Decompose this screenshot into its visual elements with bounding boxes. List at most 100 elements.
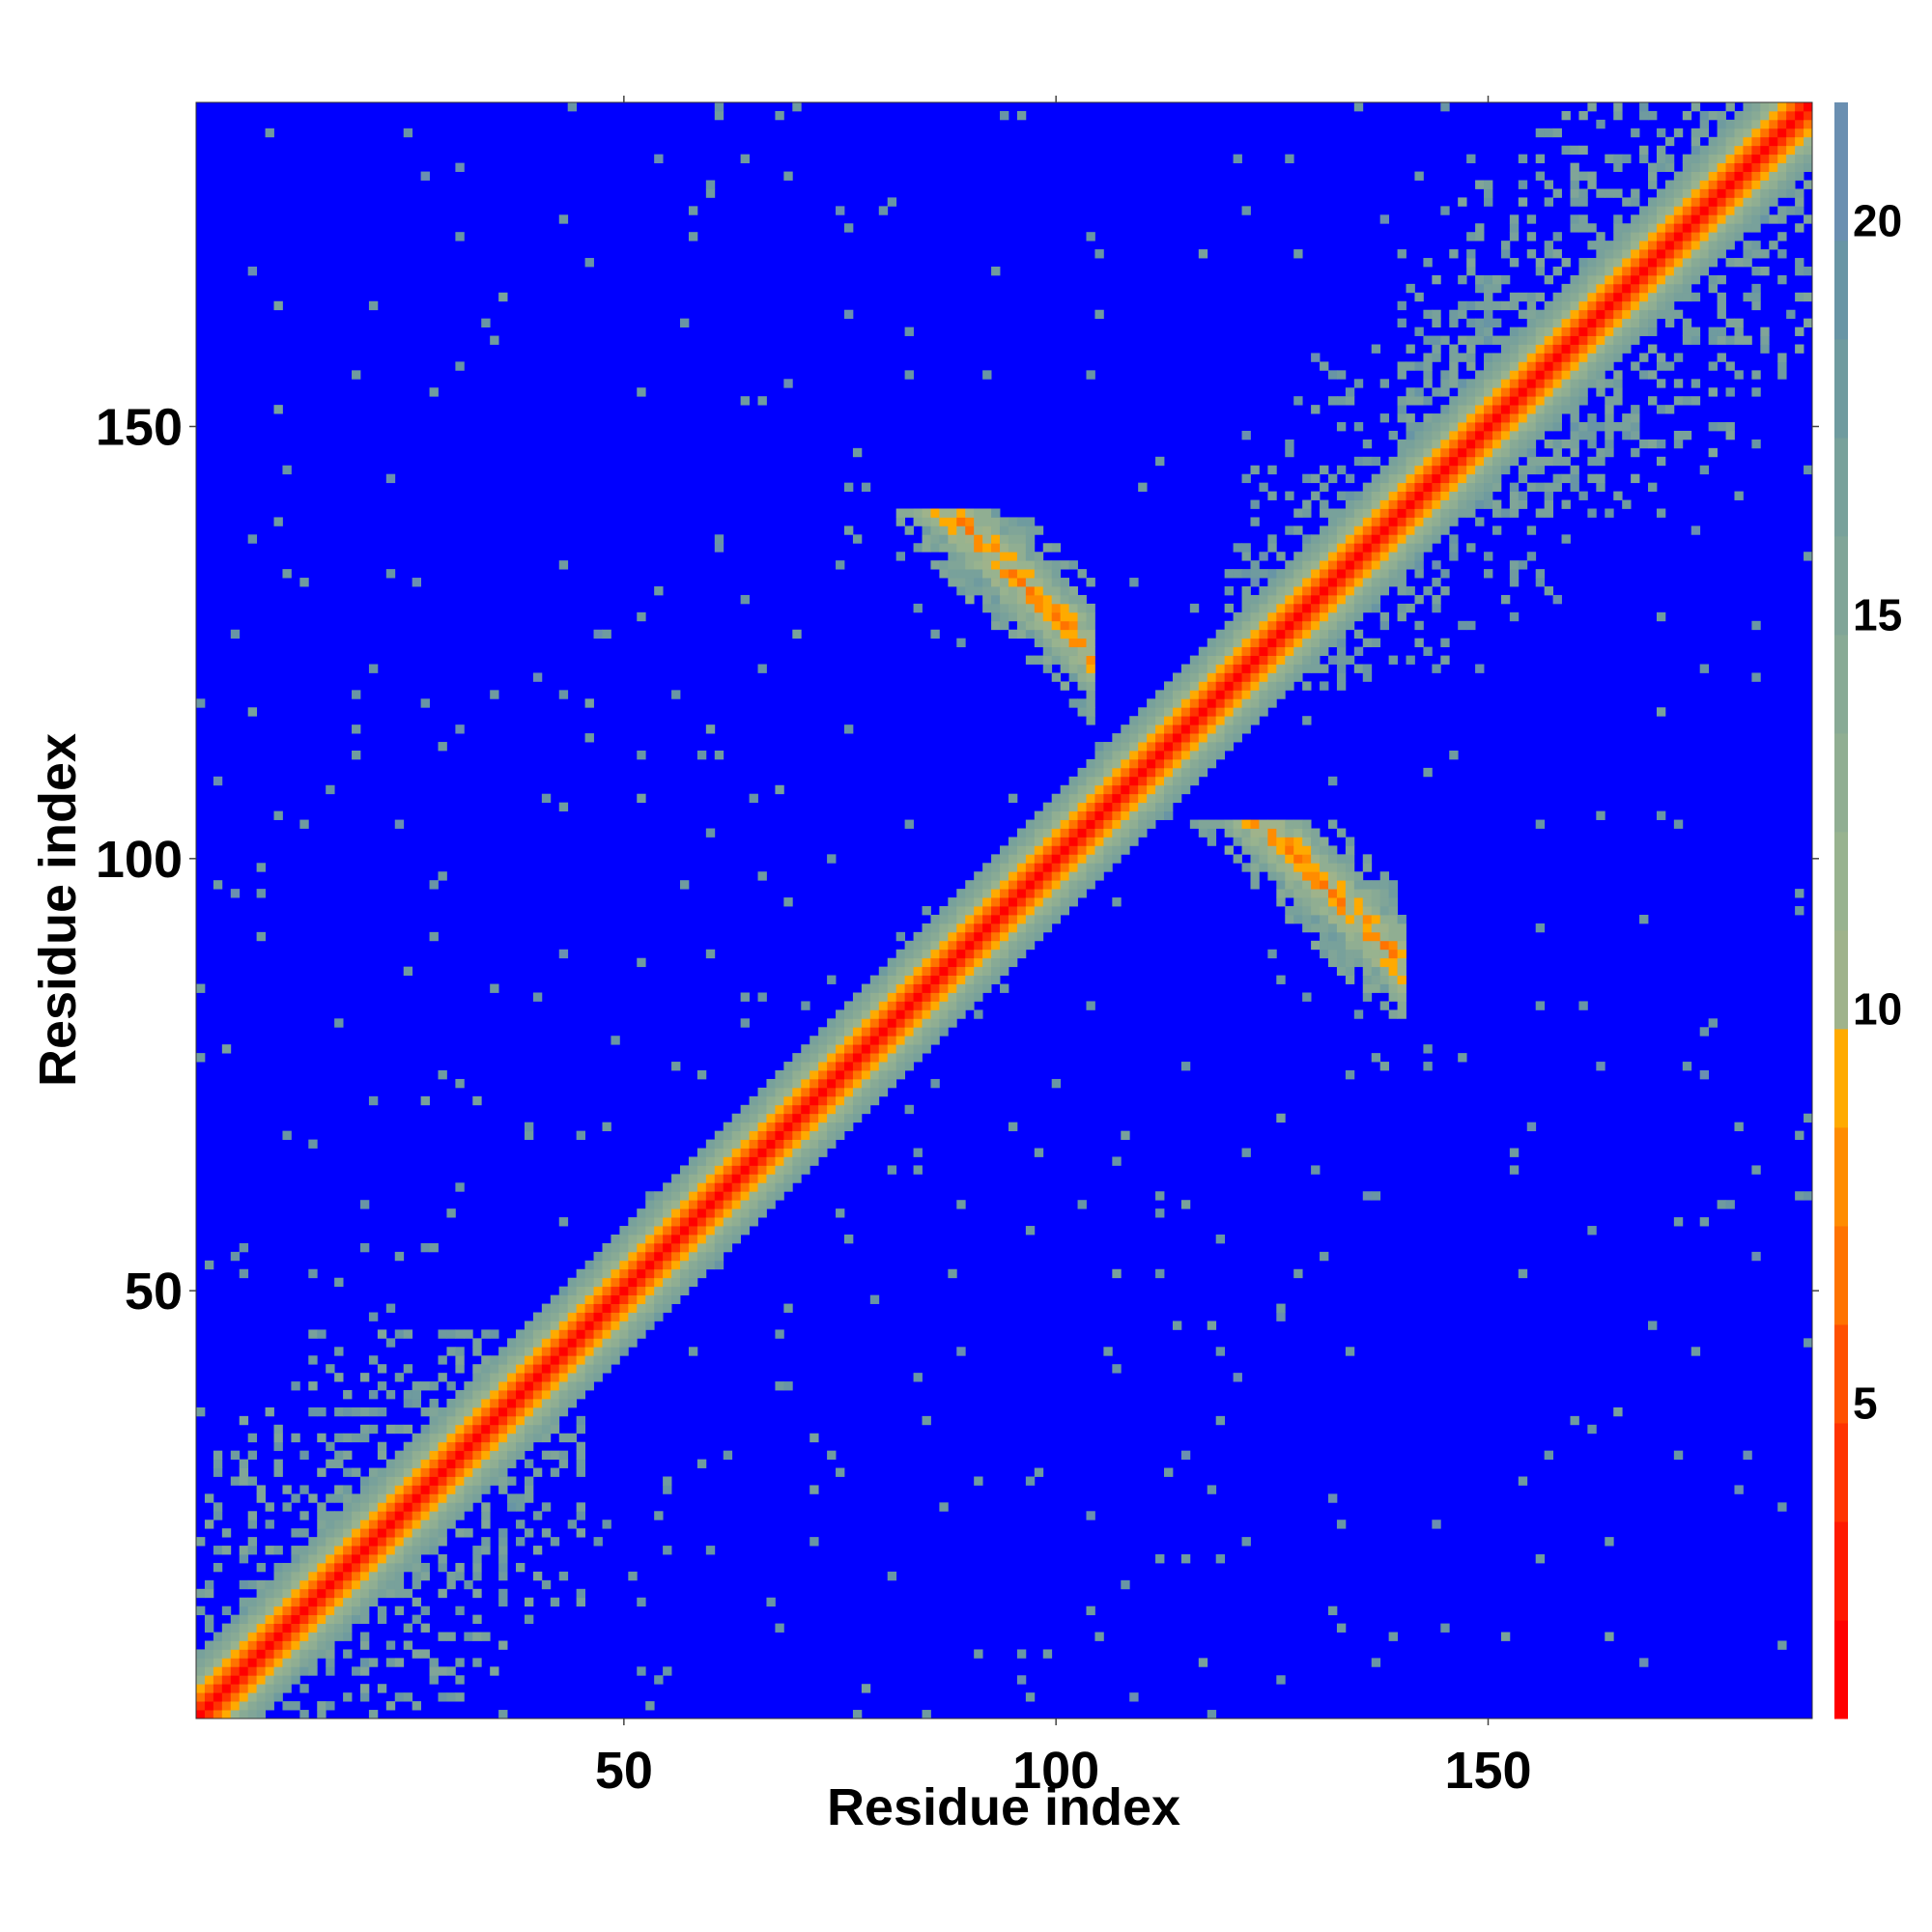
colorbar-tick-label: 10 [1853,984,1902,1035]
heatmap-cell [1293,249,1303,259]
heatmap-cell [385,1493,396,1503]
heatmap-cell [757,1156,767,1166]
heatmap-cell [507,1441,517,1452]
heatmap-cell [1656,810,1666,820]
heatmap-cell [1682,318,1692,328]
heatmap-cell [1751,128,1761,138]
heatmap-cell [412,1511,422,1520]
heatmap-cell [247,1605,258,1616]
heatmap-cell [326,1554,335,1564]
heatmap-cell [1259,854,1268,864]
heatmap-cell [1086,638,1095,648]
heatmap-cell [810,1433,819,1443]
heatmap-cell [913,1148,923,1157]
heatmap-cell [974,889,983,898]
heatmap-cell [1388,543,1398,553]
heatmap-cell [1327,611,1338,622]
heatmap-cell [671,1268,681,1279]
heatmap-cell [930,931,940,942]
heatmap-cell [1180,724,1191,734]
heatmap-cell [213,1640,223,1650]
heatmap-cell [1484,465,1493,475]
heatmap-cell [343,1614,353,1624]
heatmap-cell [1397,940,1406,951]
heatmap-cell [913,975,923,984]
heatmap-cell [567,1312,578,1321]
heatmap-cell [368,664,379,673]
heatmap-cell [1008,897,1018,907]
heatmap-cell [1320,629,1329,639]
heatmap-cell [1320,931,1329,942]
heatmap-cell [1639,914,1649,924]
heatmap-cell [446,1485,456,1494]
heatmap-cell [1311,863,1321,872]
heatmap-cell [836,206,845,215]
heatmap-cell [680,880,690,890]
heatmap-cell [464,1433,473,1443]
heatmap-cell [904,370,914,380]
heatmap-cell [464,1502,473,1512]
heatmap-cell [1605,422,1614,432]
heatmap-cell [775,1095,784,1106]
heatmap-cell [1320,880,1329,890]
heatmap-cell [282,1130,292,1140]
heatmap-cell [1276,1675,1286,1685]
heatmap-cell [438,1406,447,1417]
heatmap-cell [1526,526,1537,535]
heatmap-cell [1000,543,1009,553]
heatmap-cell [1458,456,1467,467]
heatmap-cell [965,578,975,587]
heatmap-cell [991,611,1001,622]
heatmap-cell [948,906,957,916]
heatmap-cell [507,1502,517,1512]
heatmap-cell [1371,344,1381,354]
heatmap-cell [965,906,975,916]
heatmap-cell [1475,499,1485,509]
heatmap-cell [1276,578,1286,587]
heatmap-cell [740,1217,750,1227]
heatmap-cell [1259,586,1268,596]
heatmap-cell [1388,889,1398,898]
heatmap-cell [359,1640,370,1650]
heatmap-cell [1535,819,1546,829]
heatmap-cell [204,1675,214,1685]
heatmap-cell [1673,249,1684,259]
heatmap-cell [1466,413,1476,423]
heatmap-cell [273,1666,283,1676]
heatmap-cell [377,1537,387,1547]
heatmap-cell [1587,102,1597,112]
heatmap-cell [1725,318,1735,328]
heatmap-cell [663,1303,672,1313]
heatmap-cell [1094,750,1104,760]
heatmap-cell [1302,681,1312,691]
heatmap-cell [1526,552,1537,561]
heatmap-cell [334,1406,344,1417]
heatmap-cell [584,1329,594,1339]
heatmap-cell [1155,810,1165,820]
heatmap-cell [836,1018,845,1028]
heatmap-cell [1241,716,1251,725]
heatmap-cell [1129,776,1139,786]
heatmap-cell [1544,586,1554,596]
heatmap-cell [1475,379,1485,388]
heatmap-cell [939,1001,949,1010]
heatmap-cell [1379,940,1390,951]
heatmap-cell [1051,914,1062,924]
heatmap-cell [576,1355,585,1365]
heatmap-cell [1345,473,1355,484]
heatmap-cell [1432,1520,1441,1529]
heatmap-cell [671,1251,681,1262]
heatmap-cell [1500,396,1511,406]
heatmap-cell [1751,672,1761,682]
heatmap-cell [1673,439,1684,449]
heatmap-cell [982,975,992,984]
heatmap-cell [1639,258,1649,268]
heatmap-cell [1215,707,1226,717]
heatmap-cell [740,154,750,164]
heatmap-cell [1224,672,1234,682]
heatmap-cell [1051,543,1062,553]
heatmap-cell [507,1415,517,1426]
heatmap-cell [1699,249,1710,259]
heatmap-cell [861,983,871,993]
heatmap-cell [1094,828,1104,838]
